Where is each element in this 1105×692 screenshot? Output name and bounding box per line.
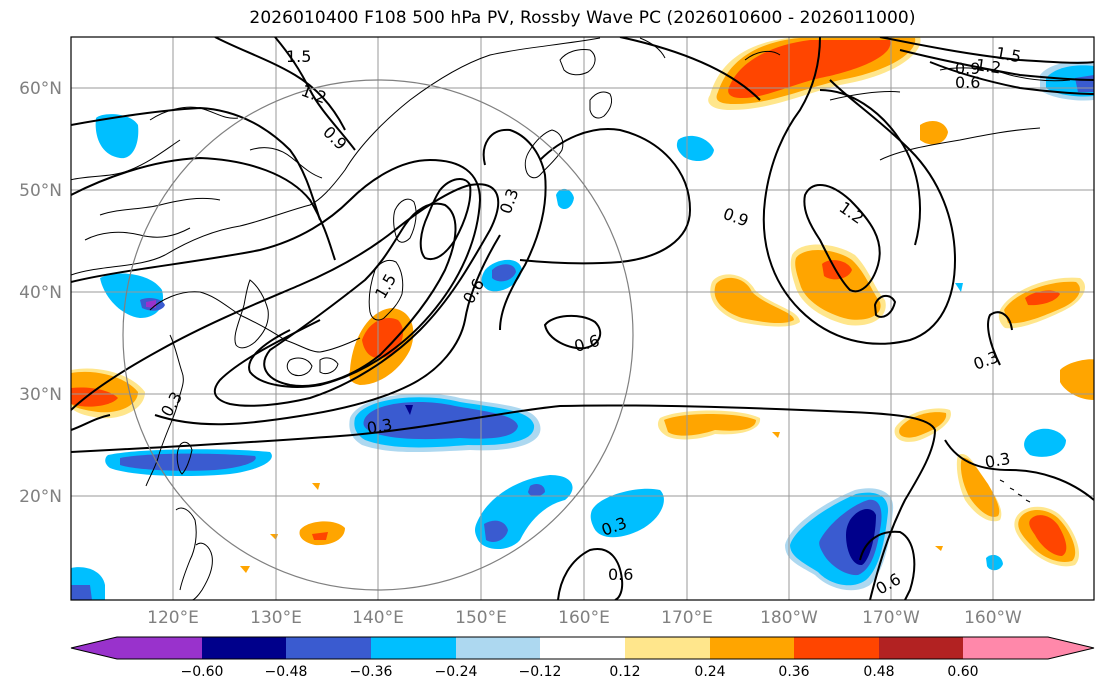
colorbar-segment bbox=[371, 637, 456, 659]
anomaly-positive bbox=[822, 260, 852, 280]
lat-tick-label: 40°N bbox=[19, 283, 62, 303]
anomaly-negative bbox=[484, 520, 508, 542]
colorbar-tick-label: 0.60 bbox=[947, 664, 978, 680]
anomaly-positive bbox=[714, 277, 794, 324]
anomaly-negative bbox=[405, 405, 413, 415]
pv-contours bbox=[71, 37, 1094, 600]
lat-axis: 60°N 50°N 40°N 30°N 20°N bbox=[19, 79, 62, 507]
lon-tick-label: 140°E bbox=[352, 608, 404, 628]
anomaly-positive bbox=[772, 432, 780, 438]
contour-label: 0.3 bbox=[365, 415, 393, 438]
lon-tick-label: 170°E bbox=[661, 608, 713, 628]
anomaly-negative bbox=[846, 508, 876, 566]
contour-label: 0.6 bbox=[608, 565, 633, 584]
lon-tick-label: 120°E bbox=[147, 608, 199, 628]
colorbar-segment bbox=[710, 637, 794, 659]
lon-axis: 120°E 130°E 140°E 150°E 160°E 170°E 180°… bbox=[147, 608, 1022, 628]
contour-label: 1.2 bbox=[974, 55, 1002, 77]
anomaly-negative bbox=[528, 484, 545, 497]
colorbar: −0.60 −0.48 −0.36 −0.24 −0.12 0.12 0.24 … bbox=[70, 636, 1095, 680]
anomaly-positive bbox=[795, 249, 881, 320]
map-title: 2026010400 F108 500 hPa PV, Rossby Wave … bbox=[249, 8, 916, 28]
anomaly-positive bbox=[920, 120, 948, 145]
plot-frame bbox=[70, 36, 1095, 601]
colorbar-segment bbox=[540, 637, 625, 659]
domain-circle bbox=[122, 79, 634, 591]
anomaly-positive bbox=[1029, 515, 1067, 556]
colorbar-tick-label: 0.48 bbox=[863, 664, 894, 680]
colorbar-outline bbox=[70, 636, 1095, 660]
colorbar-tick-label: 0.12 bbox=[609, 664, 640, 680]
contour-label: 0.9 bbox=[955, 59, 980, 78]
anomaly-negative bbox=[492, 264, 516, 282]
plot-area bbox=[71, 37, 1094, 600]
colorbar-segments bbox=[71, 637, 1094, 659]
anomaly-positive bbox=[312, 483, 320, 490]
colorbar-extend-min bbox=[71, 637, 117, 659]
colorbar-segment bbox=[794, 637, 879, 659]
colorbar-segment bbox=[963, 637, 1048, 659]
colorbar-segment bbox=[879, 637, 963, 659]
anomaly-negative bbox=[71, 585, 92, 600]
lon-tick-label: 160°W bbox=[964, 608, 1022, 628]
anomaly-negative bbox=[590, 488, 664, 538]
anomaly-negative bbox=[986, 554, 1003, 571]
lon-tick-label: 170°W bbox=[862, 608, 920, 628]
colorbar-extend-max bbox=[1048, 637, 1094, 659]
contour-label: 0.6 bbox=[955, 73, 980, 92]
colorbar-tick-label: −0.24 bbox=[435, 664, 478, 680]
anomaly-negative bbox=[556, 188, 574, 210]
anomaly-positive bbox=[960, 457, 1000, 517]
colorbar-segment bbox=[286, 637, 371, 659]
anomaly-positive bbox=[1025, 290, 1060, 306]
colorbar-segment bbox=[625, 637, 710, 659]
contour-label: 1.5 bbox=[994, 43, 1022, 66]
anomaly-positive bbox=[71, 387, 118, 407]
anomaly-positive bbox=[362, 318, 404, 359]
anomaly-positive bbox=[240, 566, 250, 573]
anomaly-positive bbox=[899, 412, 947, 438]
lat-tick-label: 20°N bbox=[19, 487, 62, 507]
colorbar-tick-label: 0.24 bbox=[694, 664, 725, 680]
contour-label: 1.5 bbox=[286, 47, 311, 66]
lon-tick-label: 130°E bbox=[250, 608, 302, 628]
colorbar-tick-label: −0.60 bbox=[181, 664, 224, 680]
anomaly-negative bbox=[1024, 428, 1066, 457]
colorbar-segment bbox=[117, 637, 202, 659]
colorbar-ticks: −0.60 −0.48 −0.36 −0.24 −0.12 0.12 0.24 … bbox=[181, 664, 979, 680]
anomaly-negative bbox=[146, 300, 156, 308]
lat-tick-label: 60°N bbox=[19, 79, 62, 99]
anomaly-positive bbox=[312, 532, 328, 540]
lon-tick-label: 150°E bbox=[455, 608, 507, 628]
lon-tick-label: 180°W bbox=[760, 608, 818, 628]
colorbar-tick-label: −0.48 bbox=[265, 664, 308, 680]
anomaly-positive bbox=[728, 40, 891, 98]
lat-tick-label: 50°N bbox=[19, 181, 62, 201]
anomaly-negative bbox=[676, 135, 714, 162]
colorbar-tick-label: 0.36 bbox=[778, 664, 809, 680]
colorbar-tick-label: −0.36 bbox=[350, 664, 393, 680]
anomaly-negative bbox=[95, 114, 139, 159]
contour-label: 0.3 bbox=[983, 449, 1011, 472]
colorbar-segment bbox=[456, 637, 540, 659]
anomaly-negative bbox=[935, 546, 943, 551]
anomaly-positive bbox=[1060, 359, 1094, 400]
lat-tick-label: 30°N bbox=[19, 385, 62, 405]
anomaly-shading bbox=[71, 37, 1094, 600]
colorbar-segment bbox=[202, 637, 286, 659]
colorbar-tick-label: −0.12 bbox=[519, 664, 562, 680]
lon-tick-label: 160°E bbox=[558, 608, 610, 628]
anomaly-negative bbox=[955, 283, 963, 292]
coastlines bbox=[71, 37, 1071, 600]
gridlines bbox=[71, 37, 1094, 600]
